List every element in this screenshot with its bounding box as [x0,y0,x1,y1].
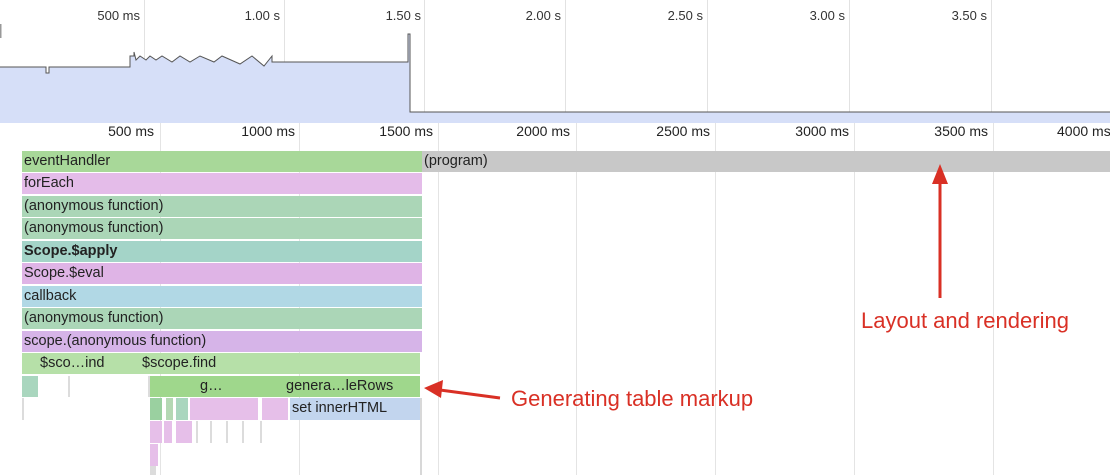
flame-bar-anonymous-function[interactable]: (anonymous function) [22,218,422,239]
flame-gridline [854,123,855,475]
flame-fragment [226,421,228,443]
overview-tick-label: 3.00 s [809,8,845,23]
arrow-left-line [439,388,501,400]
flame-bar-label: $scope.find [142,355,217,371]
flame-bar-label: Scope.$apply [24,243,118,259]
flame-fragment [164,421,172,443]
ruler-tick-label: 2500 ms [656,123,710,139]
ruler-tick-label: 2000 ms [516,123,570,139]
timeline-ruler[interactable]: 500 ms 1000 ms 1500 ms 2000 ms 2500 ms 3… [0,123,1110,151]
overview-tick-label: 1.00 s [244,8,280,23]
ruler-tick-label: 1500 ms [379,123,433,139]
flame-bar-scope-find[interactable]: $scope.find [140,353,420,374]
flame-fragment [150,466,156,475]
flame-fragment [68,376,70,397]
overview-tick-label: 500 ms [97,8,140,23]
flame-gridline [715,123,716,475]
flame-fragment [22,398,24,420]
flame-bar-set-innerhtml[interactable]: set innerHTML [290,398,420,420]
arrow-up-head [932,164,948,184]
ruler-tick-label: 3000 ms [795,123,849,139]
flame-bar-anonymous-function[interactable]: (anonymous function) [22,196,422,217]
flame-bar-label: g… [200,378,223,394]
overview-gridline [707,0,708,123]
flame-fragment [210,421,212,443]
flame-fragment [196,421,198,443]
flame-bar-label: (program) [424,153,488,169]
overview-panel[interactable]: 500 ms 1.00 s 1.50 s 2.00 s 2.50 s 3.00 … [0,0,1110,124]
flame-bar-label: callback [24,288,77,304]
flame-fragment [150,444,158,466]
overview-tick-label: 1.50 s [385,8,421,23]
overview-tick-label: 2.00 s [525,8,561,23]
flame-fragment [420,398,422,475]
flame-bar-label: forEach [24,175,74,191]
flame-bar-callback[interactable]: callback [22,286,422,307]
flame-bar-g[interactable]: g… [150,376,280,397]
flame-fragment [22,376,38,397]
flame-bar-label: genera…leRows [286,378,394,394]
overview-gridline [991,0,992,123]
flame-bar-scope-eval[interactable]: Scope.$eval [22,263,422,284]
overview-tick-label: 3.50 s [951,8,987,23]
flame-bar-label: (anonymous function) [24,310,164,326]
flame-fragment [176,421,192,443]
flame-fragment [190,398,258,420]
overview-gridline [565,0,566,123]
ruler-tick-label: 1000 ms [241,123,295,139]
flame-fragment [166,398,173,420]
flame-gridline [438,123,439,475]
annotation-layout-rendering: Layout and rendering [861,308,1069,333]
flame-bar-label: (anonymous function) [24,198,164,214]
flame-bar-label: (anonymous function) [24,220,164,236]
flame-fragment [262,398,288,420]
flame-bar-label: set innerHTML [292,400,388,416]
flame-bar-program[interactable]: (program) [422,151,1110,172]
overview-tick-label: 2.50 s [667,8,703,23]
flame-gridline [993,123,994,475]
flame-bar-scope-find-short[interactable]: $sco…ind [22,353,140,374]
flame-bar-anonymous-function[interactable]: (anonymous function) [22,308,422,329]
flame-bar-scope-apply[interactable]: Scope.$apply [22,241,422,262]
flame-bar-foreach[interactable]: forEach [22,173,422,194]
flame-fragment [260,421,262,443]
flame-fragment [150,421,162,443]
overview-gridline [849,0,850,123]
overview-gridline [424,0,425,123]
flame-fragment [148,376,150,397]
flame-bar-label: Scope.$eval [24,265,104,281]
annotation-generating-markup: Generating table markup [511,386,754,411]
ruler-tick-label: 500 ms [108,123,154,139]
flame-bar-generate-rows[interactable]: genera…leRows [280,376,420,397]
flame-bar-scope-anonymous-function[interactable]: scope.(anonymous function) [22,331,422,352]
flame-bar-label: $sco…ind [40,355,105,371]
cpu-activity-graph [0,24,1110,123]
arrow-left-head [424,380,443,398]
flame-bar-label: scope.(anonymous function) [24,333,207,349]
flame-fragment [242,421,244,443]
flame-fragment [176,398,188,420]
flame-fragment [150,398,162,420]
ruler-tick-label: 4000 ms [1057,123,1110,139]
flame-bar-eventhandler[interactable]: eventHandler [22,151,422,172]
flame-bar-label: eventHandler [24,153,111,169]
ruler-tick-label: 3500 ms [934,123,988,139]
flame-gridline [576,123,577,475]
